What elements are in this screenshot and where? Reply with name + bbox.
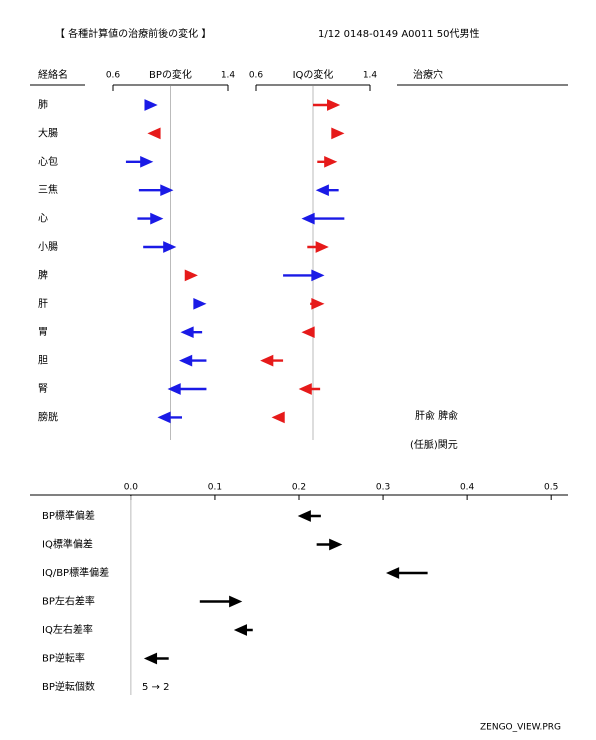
arrow <box>316 538 343 551</box>
arrow <box>283 269 325 282</box>
row-value: 5 → 2 <box>142 682 169 693</box>
panel-title: BPの変化 <box>149 68 192 81</box>
arrow <box>184 269 198 282</box>
category-label: 心包 <box>38 155 58 168</box>
page-info: 1/12 0148-0149 A0011 50代男性 <box>318 27 480 40</box>
arrow <box>143 241 177 253</box>
category-label: 肝 <box>38 298 48 310</box>
arrow <box>137 212 164 225</box>
arrow <box>315 184 339 197</box>
panel-title: IQの変化 <box>293 68 334 81</box>
category-label: 脾 <box>38 268 48 281</box>
arrow <box>310 297 325 310</box>
arrow <box>179 354 207 367</box>
category-label: IQ左右差率 <box>42 623 93 636</box>
arrow <box>301 212 345 225</box>
arrow <box>143 652 169 665</box>
x-tick-label: 0.0 <box>124 483 139 493</box>
arrow <box>167 383 207 395</box>
arrow <box>147 127 161 140</box>
arrow <box>125 155 154 168</box>
category-label: 膀胱 <box>38 410 58 423</box>
category-label: IQ/BP標準偏差 <box>42 566 109 579</box>
category-header: 経絡名 <box>38 68 68 81</box>
category-label: 胆 <box>38 355 48 367</box>
arrow <box>313 99 341 111</box>
x-tick-label: 0.2 <box>292 483 306 493</box>
category-label: BP逆転率 <box>42 652 85 665</box>
category-label: BP左右差率 <box>42 595 95 608</box>
page-title: 【 各種計算値の治療前後の変化 】 <box>55 27 211 40</box>
arrow <box>233 624 253 636</box>
category-label: BP標準偏差 <box>42 509 95 522</box>
note-header: 治療穴 <box>413 68 443 81</box>
footer: ZENGO_VIEW.PRG <box>480 723 561 733</box>
category-label: IQ標準偏差 <box>42 538 93 551</box>
arrow <box>271 411 285 424</box>
x-tick-label: 0.4 <box>460 483 475 493</box>
category-label: 肺 <box>38 99 48 111</box>
arrow <box>193 297 207 310</box>
arrow <box>199 595 243 608</box>
arrow <box>298 383 321 395</box>
arrow <box>385 567 428 579</box>
note: 肝兪 脾兪 <box>415 409 458 422</box>
arrow <box>180 326 203 339</box>
arrow <box>297 510 321 522</box>
x-tick-label: 0.1 <box>208 483 222 493</box>
arrow <box>317 155 338 168</box>
category-label: 小腸 <box>38 241 58 253</box>
category-label: 腎 <box>38 383 48 395</box>
category-label: 胃 <box>38 326 48 338</box>
arrow <box>157 411 182 424</box>
x-tick-label: 0.3 <box>376 483 390 493</box>
arrow <box>307 241 329 253</box>
note: (任脈)関元 <box>410 438 458 451</box>
x-tick-label: 0.6 <box>106 71 121 81</box>
arrow <box>138 184 174 197</box>
x-tick-label: 0.6 <box>249 71 264 81</box>
category-label: BP逆転個数 <box>42 680 95 693</box>
x-tick-label: 1.4 <box>363 71 378 81</box>
arrow <box>301 326 315 339</box>
arrow <box>331 127 345 140</box>
arrow <box>260 354 284 367</box>
category-label: 大腸 <box>38 126 58 139</box>
category-label: 三焦 <box>38 183 58 196</box>
category-label: 心 <box>38 213 48 225</box>
x-tick-label: 1.4 <box>221 71 236 81</box>
x-tick-label: 0.5 <box>544 483 558 493</box>
arrow <box>144 99 158 111</box>
